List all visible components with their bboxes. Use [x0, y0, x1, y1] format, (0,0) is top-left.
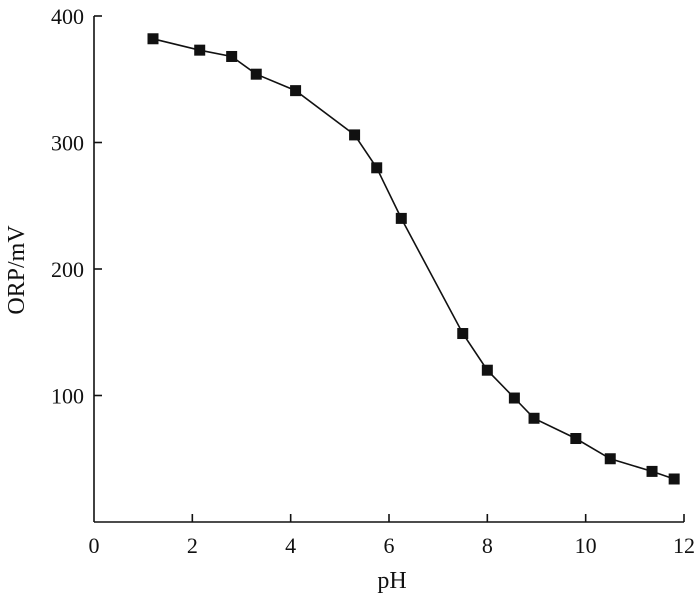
y-axis-title: ORP/mV: [4, 225, 30, 315]
data-point-marker: [250, 68, 262, 80]
x-tick-label: 8: [482, 533, 493, 558]
y-tick-label: 400: [51, 4, 84, 29]
x-axis-title: pH: [377, 568, 406, 594]
data-point-marker: [604, 453, 616, 465]
series-orp: [147, 33, 680, 485]
data-point-marker: [668, 473, 680, 485]
data-point-marker: [570, 433, 582, 445]
x-tick-label: 0: [89, 533, 100, 558]
data-point-marker: [457, 328, 469, 340]
data-point-marker: [371, 162, 383, 174]
data-point-marker: [194, 44, 206, 56]
x-tick-label: 2: [187, 533, 198, 558]
y-tick-label: 200: [51, 257, 84, 282]
x-ticks: 0 2 4 6 8 10 12: [89, 514, 695, 558]
x-tick-label: 4: [285, 533, 296, 558]
data-point-marker: [290, 85, 302, 97]
data-point-marker: [147, 33, 159, 45]
y-ticks: 100 200 300 400: [51, 4, 102, 409]
data-point-marker: [349, 129, 361, 141]
axes: [93, 16, 684, 523]
x-tick-label: 10: [575, 533, 597, 558]
x-tick-label: 12: [673, 533, 695, 558]
data-point-marker: [395, 212, 407, 224]
data-point-marker: [528, 412, 540, 424]
series-line: [152, 38, 675, 480]
y-tick-label: 100: [51, 384, 84, 409]
data-point-marker: [508, 392, 520, 404]
y-tick-label: 300: [51, 131, 84, 156]
data-point-marker: [646, 465, 658, 477]
data-point-marker: [226, 50, 238, 62]
data-point-marker: [481, 364, 493, 376]
x-tick-label: 6: [384, 533, 395, 558]
